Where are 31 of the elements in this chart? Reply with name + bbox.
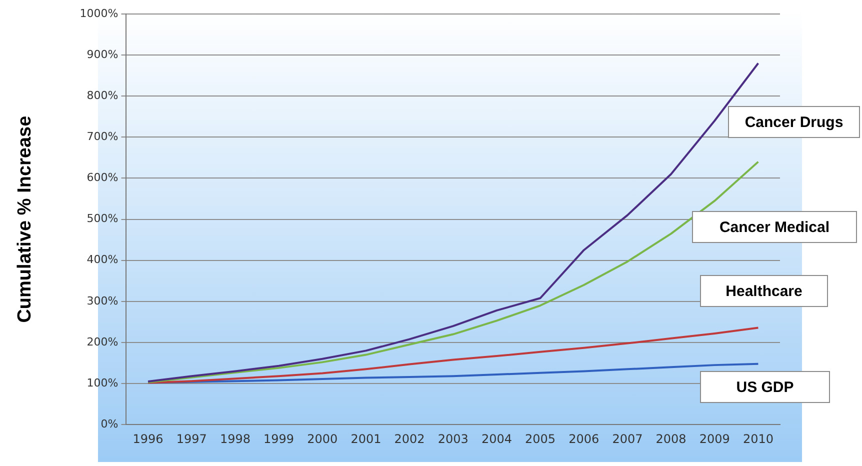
label-box: US GDP (700, 371, 830, 403)
y-tick-label: 900% (86, 48, 118, 61)
y-tick-label: 600% (86, 171, 118, 184)
label-box: Healthcare (700, 275, 828, 307)
label-box: Cancer Drugs (728, 106, 860, 138)
x-tick-label: 2003 (438, 432, 468, 446)
y-tick-label: 100% (86, 376, 118, 390)
y-tick-label: 700% (86, 130, 118, 144)
x-tick-label: 1999 (264, 432, 294, 446)
y-tick-label: 0% (100, 417, 118, 430)
y-tick-label: 300% (86, 294, 118, 308)
x-tick-label: 1998 (220, 432, 250, 446)
y-tick-label: 1000% (80, 6, 118, 20)
y-tick-label: 400% (86, 253, 118, 266)
x-tick-label: 2000 (307, 432, 338, 446)
x-tick-label: 2010 (742, 432, 774, 446)
x-tick-label: 2002 (394, 432, 425, 446)
x-tick-label: 1996 (132, 432, 164, 446)
x-tick-label: 2007 (612, 432, 643, 446)
x-tick-label: 2004 (481, 432, 512, 446)
x-tick-label: 2006 (568, 432, 600, 446)
x-tick-label: 2008 (656, 432, 686, 446)
y-axis-title: Cumulative % Increase (14, 116, 36, 323)
x-tick-label: 2009 (699, 432, 730, 446)
y-tick-label: 200% (86, 335, 118, 348)
y-tick-label: 800% (86, 88, 118, 102)
y-tick-label: 500% (86, 212, 118, 226)
x-tick-label: 2005 (525, 432, 556, 446)
x-tick-label: 2001 (350, 432, 382, 446)
x-tick-label: 1997 (176, 432, 207, 446)
label-box: Cancer Medical (692, 211, 857, 243)
